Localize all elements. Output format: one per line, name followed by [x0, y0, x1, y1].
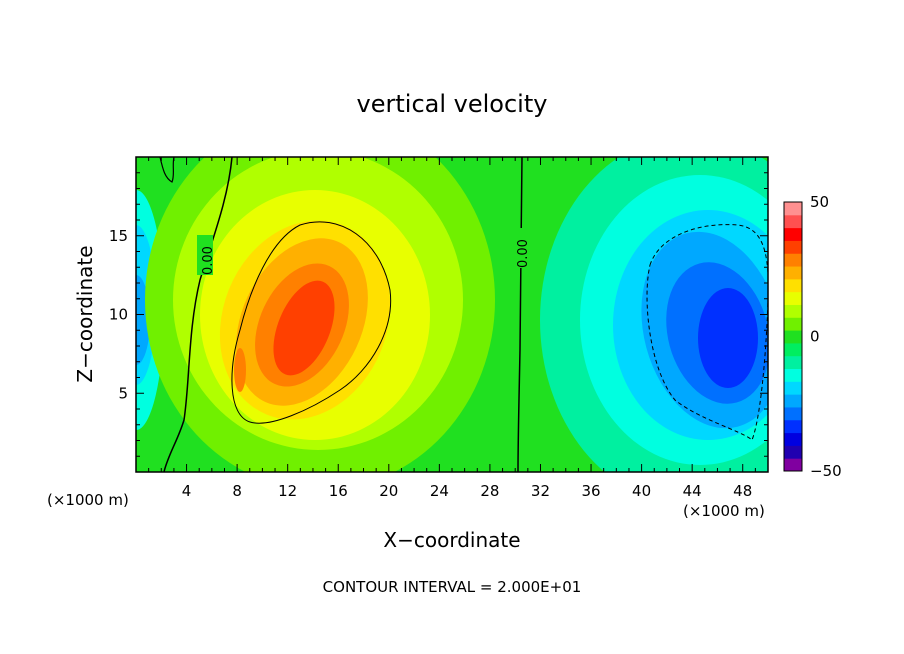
- x-tick-label: 8: [232, 482, 242, 500]
- colorbar-swatch: [784, 342, 802, 357]
- x-tick-label: 40: [632, 482, 651, 500]
- zero-contour-right: [517, 157, 523, 472]
- colorbar-swatch: [784, 381, 802, 395]
- x-tick-label: 4: [182, 482, 192, 500]
- y-axis-unit: (×1000 m): [47, 491, 129, 509]
- colorbar-tick-label: 0: [810, 328, 820, 346]
- colorbar-swatch: [784, 458, 802, 472]
- colorbar-swatch: [784, 291, 802, 305]
- x-axis-label: X−coordinate: [383, 528, 520, 552]
- colorbar-swatch: [784, 406, 802, 421]
- colorbar-swatch: [784, 432, 802, 446]
- colorbar-swatch: [784, 394, 802, 408]
- x-axis: 4 8 12 16 20 24 28 32 36 40 44 48: [148, 157, 756, 500]
- y-tick-label: 10: [109, 306, 128, 324]
- zero-contour-left-small: [159, 157, 175, 183]
- x-tick-label: 28: [480, 482, 499, 500]
- colorbar-frame: [783, 201, 803, 472]
- colorbar-swatch: [784, 445, 802, 459]
- colorbar-swatch: [784, 304, 802, 318]
- positive-contour: [231, 221, 392, 424]
- contour-label-right: 0.00: [516, 239, 531, 268]
- colorbar-swatch: [784, 202, 802, 216]
- colorbar: 50 0 −50: [783, 193, 842, 480]
- colorbar-swatch: [784, 214, 802, 229]
- colorbar-swatch: [784, 355, 802, 370]
- colorbar-swatch: [784, 266, 802, 280]
- x-tick-label: 24: [430, 482, 449, 500]
- colorbar-swatch: [784, 419, 802, 434]
- colorbar-swatch: [784, 240, 802, 254]
- contour-label-bg-2: [512, 228, 528, 268]
- x-tick-label: 16: [329, 482, 348, 500]
- contour-label-left: 0.00: [201, 246, 216, 275]
- x-axis-unit: (×1000 m): [683, 502, 765, 520]
- downdraft-blue-3: [698, 288, 758, 388]
- colorbar-tick-label: −50: [810, 462, 842, 480]
- y-tick-label: 5: [118, 384, 128, 402]
- plot-area: [136, 157, 768, 472]
- colorbar-swatch: [784, 368, 802, 382]
- zero-contour-left: [163, 157, 233, 472]
- colorbar-swatch: [784, 253, 802, 267]
- colorbar-tick-label: 50: [810, 193, 829, 211]
- colorbar-swatch: [784, 330, 802, 344]
- updraft-red-orange: [273, 280, 335, 376]
- colorbar-swatch: [784, 317, 802, 331]
- x-tick-label: 12: [278, 482, 297, 500]
- x-tick-label: 48: [733, 482, 752, 500]
- x-tick-label: 44: [683, 482, 702, 500]
- negative-contour: [646, 224, 768, 441]
- y-tick-label: 15: [109, 227, 128, 245]
- contour-interval-note: CONTOUR INTERVAL = 2.000E+01: [323, 578, 582, 596]
- y-axis: 5 10 15: [109, 172, 768, 457]
- chart-title: vertical velocity: [357, 90, 548, 118]
- y-axis-label: Z−coordinate: [73, 245, 97, 382]
- colorbar-swatch: [784, 278, 802, 293]
- updraft-secondary-orange: [234, 348, 246, 392]
- x-tick-label: 36: [581, 482, 600, 500]
- contour-label-bg-1: [197, 235, 213, 275]
- x-tick-label: 20: [379, 482, 398, 500]
- colorbar-swatch: [784, 227, 802, 241]
- x-tick-label: 32: [531, 482, 550, 500]
